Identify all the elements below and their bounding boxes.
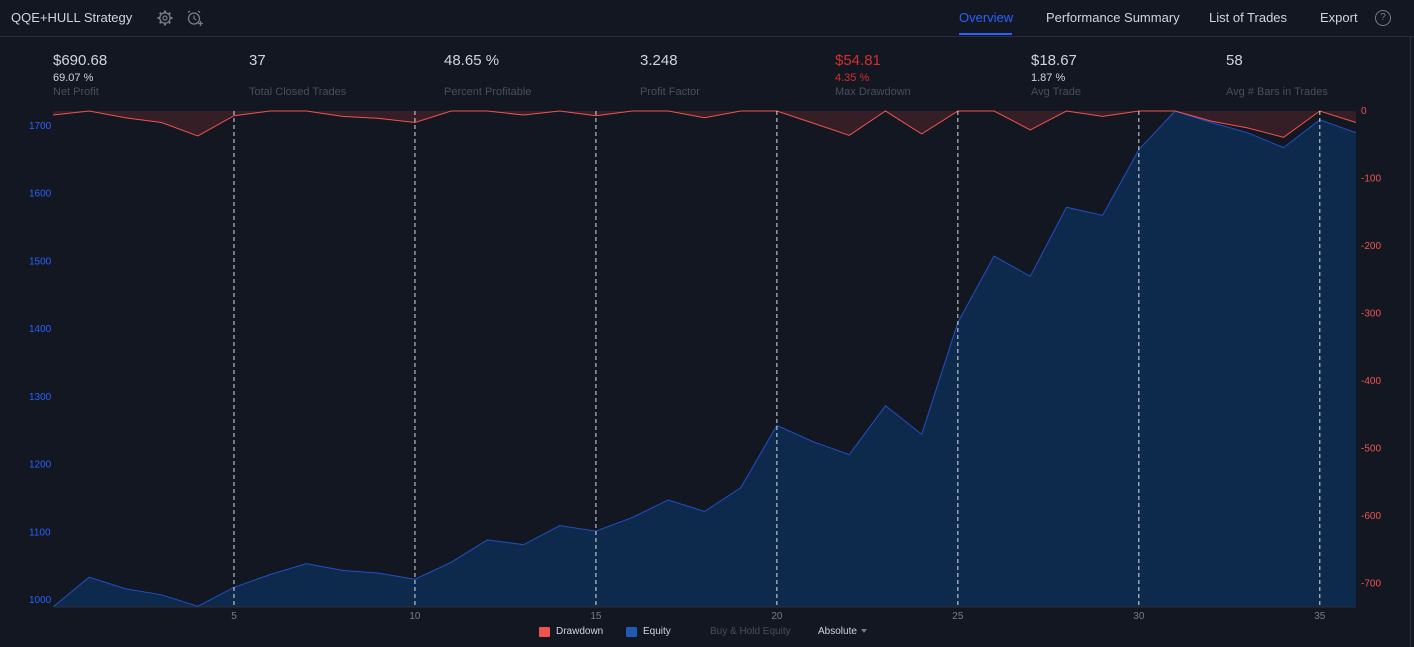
active-tab-indicator (959, 33, 1012, 35)
right-y-tick-label: -400 (1361, 376, 1381, 387)
equity-swatch (626, 627, 637, 637)
tab-overview[interactable]: Overview (959, 10, 1014, 25)
stat-label: Profit Factor (640, 86, 700, 98)
x-tick-label: 25 (952, 611, 964, 622)
right-y-tick-label: 0 (1361, 106, 1367, 117)
equity-area (53, 111, 1356, 607)
right-y-tick-label: -200 (1361, 241, 1381, 252)
stat-value: 3.248 (640, 52, 678, 69)
x-tick-label: 10 (409, 611, 421, 622)
add-alert-clock-icon[interactable] (186, 9, 204, 27)
left-y-tick-label: 1400 (29, 324, 52, 335)
x-tick-label: 35 (1314, 611, 1326, 622)
left-y-tick-label: 1600 (29, 189, 52, 200)
right-y-tick-label: -600 (1361, 511, 1381, 522)
right-y-tick-label: -100 (1361, 173, 1381, 184)
stat-value: $54.81 (835, 52, 881, 69)
help-icon[interactable]: ? (1375, 10, 1391, 26)
tab-export[interactable]: Export (1320, 10, 1358, 25)
legend-equity[interactable]: Equity (643, 626, 671, 637)
x-tick-label: 15 (590, 611, 602, 622)
stat-net-profit: $690.68 69.07 % Net Profit (53, 52, 107, 99)
stat-avg-trade: $18.67 1.87 % Avg Trade (1031, 52, 1081, 99)
stat-max-drawdown: $54.81 4.35 % Max Drawdown (835, 52, 911, 99)
left-y-tick-label: 1300 (29, 392, 52, 403)
chevron-down-icon (860, 629, 867, 634)
stat-label: Avg Trade (1031, 86, 1081, 98)
right-y-tick-label: -500 (1361, 443, 1381, 454)
drawdown-swatch (539, 627, 550, 637)
stat-value: $690.68 (53, 52, 108, 69)
stat-value: 48.65 % (444, 52, 500, 69)
scale-mode-dropdown[interactable]: Absolute (818, 626, 867, 637)
panel-border (1410, 37, 1411, 647)
stat-value: $18.67 (1031, 52, 1077, 69)
left-y-tick-label: 1700 (29, 121, 52, 132)
stat-label: Max Drawdown (835, 86, 911, 98)
stat-label: Percent Profitable (444, 86, 532, 98)
stat-subvalue: 69.07 % (53, 72, 94, 84)
right-y-tick-label: -700 (1361, 578, 1381, 589)
stat-subvalue: 4.35 % (835, 72, 870, 84)
drawdown-area (53, 111, 1356, 138)
left-y-tick-label: 1500 (29, 256, 52, 267)
stat-avg-bars-in-trades: 58 Avg # Bars in Trades (1226, 52, 1328, 99)
legend-buy-hold-equity[interactable]: Buy & Hold Equity (710, 626, 791, 637)
strategy-title: QQE+HULL Strategy (11, 10, 133, 25)
left-y-tick-label: 1200 (29, 460, 52, 471)
legend-drawdown[interactable]: Drawdown (556, 626, 604, 637)
gear-icon[interactable] (156, 9, 174, 27)
stat-label: Avg # Bars in Trades (1226, 86, 1328, 98)
stat-subvalue: 1.87 % (1031, 72, 1066, 84)
stat-profit-factor: 3.248 Profit Factor (640, 52, 700, 99)
tab-list-of-trades[interactable]: List of Trades (1209, 10, 1288, 25)
right-y-tick-label: -300 (1361, 308, 1381, 319)
left-y-tick-label: 1000 (29, 595, 52, 606)
x-tick-label: 30 (1133, 611, 1145, 622)
stat-total-closed-trades: 37 Total Closed Trades (249, 52, 346, 99)
stat-value: 58 (1226, 52, 1243, 69)
stat-value: 37 (249, 52, 266, 69)
stat-label: Net Profit (53, 86, 99, 98)
x-tick-label: 20 (771, 611, 783, 622)
header-bar: QQE+HULL Strategy (0, 0, 1414, 37)
x-tick-label: 5 (231, 611, 237, 622)
scale-mode-label: Absolute (818, 626, 857, 637)
tab-performance-summary[interactable]: Performance Summary (1046, 10, 1180, 25)
stat-percent-profitable: 48.65 % Percent Profitable (444, 52, 531, 99)
left-y-tick-label: 1100 (29, 527, 51, 538)
stat-label: Total Closed Trades (249, 86, 347, 98)
